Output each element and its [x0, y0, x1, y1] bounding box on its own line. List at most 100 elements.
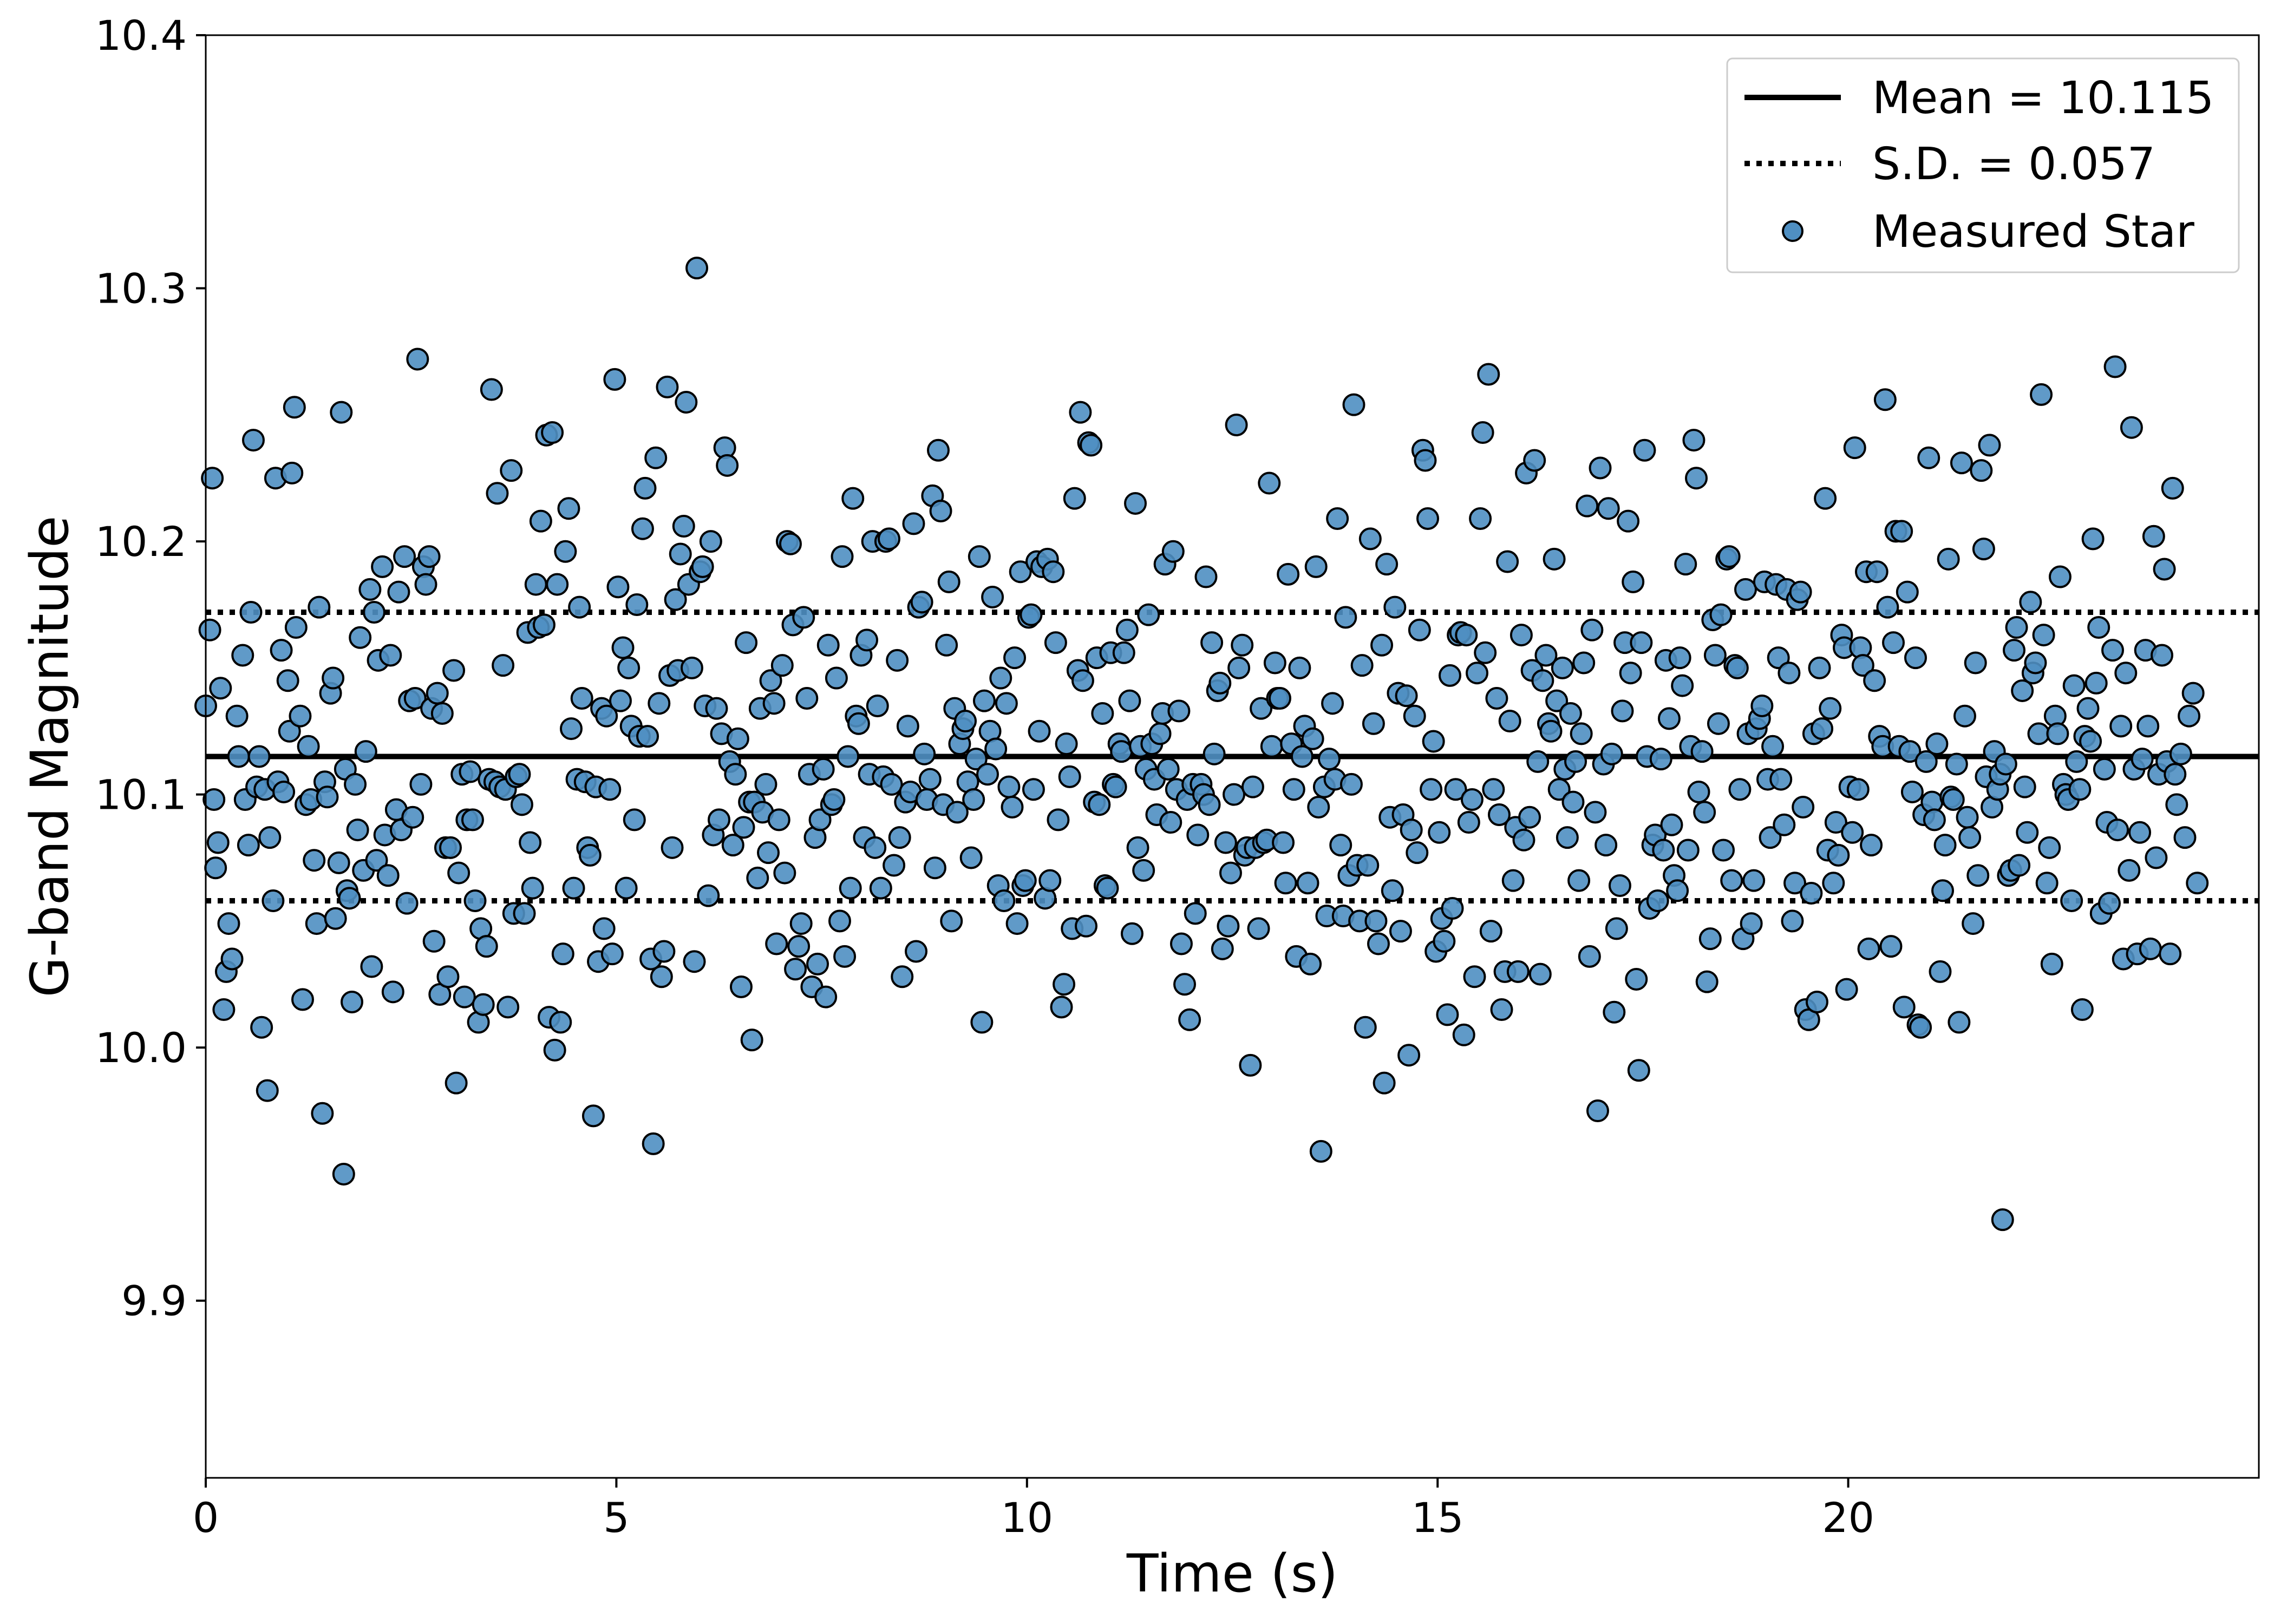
y-axis-title: G-band Magnitude — [19, 516, 80, 998]
data-point — [1570, 722, 1593, 745]
y-tick-label: 10.1 — [95, 771, 187, 819]
data-point — [1789, 580, 1812, 604]
data-point — [880, 772, 903, 796]
data-point — [1241, 775, 1264, 798]
data-point — [2161, 476, 2184, 500]
data-point — [1104, 775, 1127, 798]
data-point — [1892, 996, 1916, 1019]
data-point — [1200, 631, 1224, 654]
data-point — [447, 861, 471, 885]
data-point — [1186, 823, 1210, 847]
data-point — [1225, 414, 1248, 437]
data-point — [1978, 434, 2001, 457]
data-point — [1942, 788, 1965, 811]
data-point — [1490, 998, 1513, 1021]
data-point — [459, 760, 482, 783]
data-point — [864, 836, 887, 859]
data-point — [664, 588, 687, 611]
data-point — [401, 806, 424, 829]
data-point — [1900, 780, 1924, 803]
data-point — [1876, 595, 1899, 619]
data-point — [1156, 757, 1180, 781]
data-point — [1539, 719, 1563, 743]
data-point — [1167, 699, 1191, 723]
data-point — [1652, 839, 1675, 862]
data-point — [344, 772, 367, 796]
data-point — [1173, 973, 1197, 996]
data-point — [1050, 996, 1073, 1019]
data-point — [708, 808, 730, 831]
data-point — [1469, 507, 1492, 531]
data-point — [989, 666, 1012, 690]
data-point — [1693, 801, 1716, 824]
data-point — [926, 438, 950, 462]
data-point — [1841, 821, 1864, 844]
data-point — [784, 958, 807, 981]
data-point — [1690, 740, 1714, 763]
data-point — [1274, 872, 1297, 895]
data-point — [2035, 872, 2059, 895]
data-point — [2048, 565, 2072, 588]
data-point — [1953, 704, 1976, 728]
data-point — [2032, 624, 2055, 647]
data-point — [559, 717, 583, 741]
data-point — [2159, 942, 2182, 966]
data-point — [241, 429, 265, 452]
data-point — [562, 876, 585, 900]
data-point — [568, 595, 591, 619]
y-axis: 9.9 10.0 10.1 10.2 10.3 10.4 — [95, 11, 206, 1325]
data-point — [387, 580, 410, 604]
data-point — [795, 686, 819, 710]
data-point — [1523, 449, 1546, 472]
data-point — [1342, 393, 1365, 416]
data-point — [2145, 846, 2168, 869]
data-point — [212, 998, 236, 1021]
data-point — [891, 965, 914, 988]
data-point — [1211, 937, 1234, 960]
data-point — [1354, 1016, 1377, 1039]
data-point — [417, 545, 441, 568]
data-point — [623, 808, 646, 831]
data-point — [2106, 818, 2129, 842]
data-point — [1403, 704, 1426, 728]
data-point — [886, 649, 909, 672]
data-point — [209, 677, 232, 700]
data-point — [656, 375, 679, 398]
data-point — [2002, 639, 2025, 662]
data-point — [1622, 570, 1645, 593]
data-point — [2181, 682, 2205, 705]
data-point — [1547, 778, 1571, 801]
data-point — [414, 573, 437, 596]
data-point — [1069, 401, 1092, 424]
data-point — [1726, 656, 1749, 679]
data-point — [765, 932, 788, 955]
data-point — [1118, 689, 1141, 712]
data-point — [358, 578, 382, 601]
data-point — [888, 826, 911, 849]
data-point — [652, 940, 676, 963]
data-point — [1178, 1008, 1201, 1031]
data-point — [685, 257, 709, 280]
data-point — [1159, 811, 1182, 834]
y-tick-label: 10.2 — [95, 518, 187, 566]
data-point — [2153, 558, 2176, 581]
data-point — [847, 712, 870, 735]
data-point — [1586, 1099, 1609, 1123]
data-point — [557, 497, 580, 520]
data-point — [225, 704, 249, 728]
data-point — [1800, 881, 1823, 905]
data-point — [305, 912, 328, 935]
data-point — [2131, 748, 2154, 771]
data-point — [1966, 864, 1990, 887]
data-point — [529, 509, 552, 533]
data-point — [1364, 909, 1388, 933]
legend-label-mean: Mean = 10.115 — [1872, 73, 2214, 124]
data-point — [1561, 790, 1585, 814]
data-point — [792, 606, 815, 629]
data-point — [675, 390, 698, 414]
data-point — [346, 818, 369, 842]
data-point — [1657, 707, 1681, 730]
data-point — [1769, 768, 1793, 791]
data-point — [258, 826, 282, 849]
data-point — [1137, 603, 1160, 626]
